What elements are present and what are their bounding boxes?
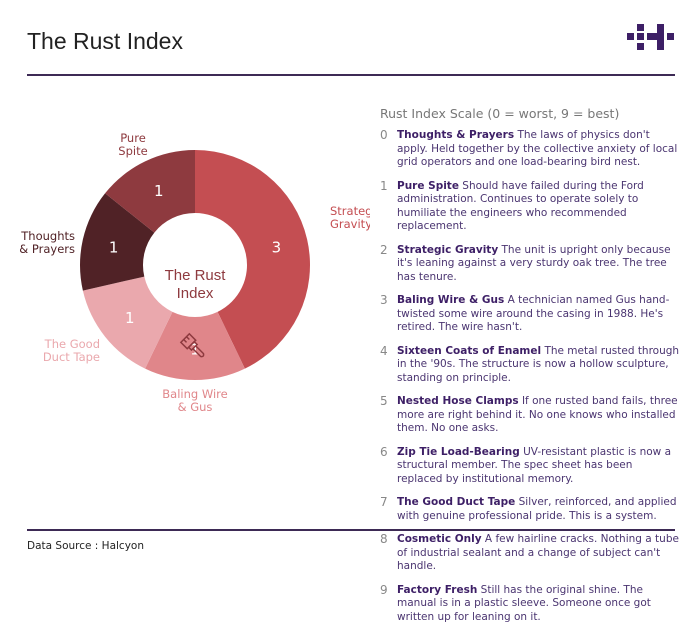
scale-text: Baling Wire & Gus A technician named Gus… [397,294,680,335]
slice-4 [105,150,195,233]
scale-desc: If one rusted band fails, three more are… [397,395,678,434]
scale-item: 5 Nested Hose Clamps If one rusted band f… [380,394,680,436]
slice-category-label: Thoughts & Prayers [19,229,75,256]
scale-desc: A technician named Gus hand-twisted some… [397,294,670,333]
scale-name: Factory Fresh [397,583,478,596]
scale-item: 8 Cosmetic Only A few hairline cracks. No… [380,532,680,574]
scale-text: Sixteen Coats of Enamel The metal rusted… [397,345,680,386]
scale-item: 0 Thoughts & Prayers The laws of physics … [380,128,680,170]
scale-name: Zip Tie Load-Bearing [397,445,520,458]
scale-number: 2 [380,242,388,257]
scale-number: 5 [380,394,388,408]
scale-desc: A few hairline cracks. Nothing a tube of… [397,533,679,572]
slice-3 [80,193,155,291]
scale-title: Rust Index Scale (0 = worst, 9 = best) [380,106,620,121]
scale-item: 4 Sixteen Coats of Enamel The metal ruste… [380,343,680,386]
slice-value-label: 1 [154,182,164,200]
slice-value-label: 1 [190,341,200,359]
scale-number: 4 [380,343,388,358]
scale-name: Strategic Gravity [397,243,499,256]
scale-text: Thoughts & Prayers The laws of physics d… [397,129,680,170]
slice-category-label: Baling Wire & Gus [162,387,227,414]
scale-number: 6 [380,444,388,459]
scale-text: Pure Spite Should have failed during the… [397,180,680,234]
scale-text: Strategic Gravity The unit is upright on… [397,244,680,285]
scale-number: 1 [380,178,388,193]
scale-text: Zip Tie Load-Bearing UV-resistant plasti… [397,446,680,487]
scale-desc: Should have failed during the Ford admin… [397,179,644,233]
scale-name: Pure Spite [397,179,459,192]
scale-number: 9 [380,582,388,597]
scale-item: 1 Pure Spite Should have failed during th… [380,178,680,234]
scale-name: Thoughts & Prayers [397,129,515,141]
scale-desc: UV-resistant plastic is now a structural… [397,445,672,485]
scale-number: 7 [380,495,388,509]
scale-number: 3 [380,293,388,307]
scale-item: 9 Factory Fresh Still has the original sh… [380,582,680,625]
scale-item: 3 Baling Wire & Gus A technician named Gu… [380,293,680,335]
scale-number: 8 [380,532,388,546]
slice-0 [195,150,310,369]
page-title: The Rust Index [27,28,183,54]
scale-number: 0 [380,128,388,142]
scale-desc: The laws of physics don't apply. Held to… [397,129,678,168]
scale-name: Nested Hose Clamps [397,395,519,407]
center-label-line2: Index [177,285,214,302]
scale-name: Sixteen Coats of Enamel [397,344,542,357]
slice-category-label: The Good Duct Tape [43,337,100,364]
scale-text: Cosmetic Only A few hairline cracks. Not… [397,533,680,574]
scale-item: 6 Zip Tie Load-Bearing UV-resistant plast… [380,444,680,487]
scale-desc: The metal rusted through in the '90s. Th… [397,344,680,384]
scale-name: The Good Duct Tape [397,496,516,508]
data-source: Data Source : Halcyon [27,540,144,552]
header-divider [27,74,675,76]
scale-item: 7 The Good Duct Tape Silver, reinforced, … [380,495,680,523]
slice-2 [82,276,173,369]
scale-list: 0 Thoughts & Prayers The laws of physics … [380,128,680,634]
scale-text: Factory Fresh Still has the original shi… [397,584,680,625]
scale-desc: Silver, reinforced, and applied with gen… [397,496,677,522]
slice-value-label: 1 [125,309,135,327]
footer-divider [27,529,675,531]
scale-name: Baling Wire & Gus [397,294,505,306]
scale-item: 2 Strategic Gravity The unit is upright o… [380,242,680,285]
slice-value-label: 1 [109,238,119,256]
scale-name: Cosmetic Only [397,533,482,545]
scale-text: Nested Hose Clamps If one rusted band fa… [397,395,680,436]
scale-text: The Good Duct Tape Silver, reinforced, a… [397,496,680,523]
center-label-line1: The Rust [165,267,227,284]
slice-category-label: Pure Spite [118,131,147,158]
slice-value-label: 3 [272,238,282,256]
paintbrush-icon [179,332,205,358]
scale-desc: The unit is upright only because it's le… [397,243,671,283]
